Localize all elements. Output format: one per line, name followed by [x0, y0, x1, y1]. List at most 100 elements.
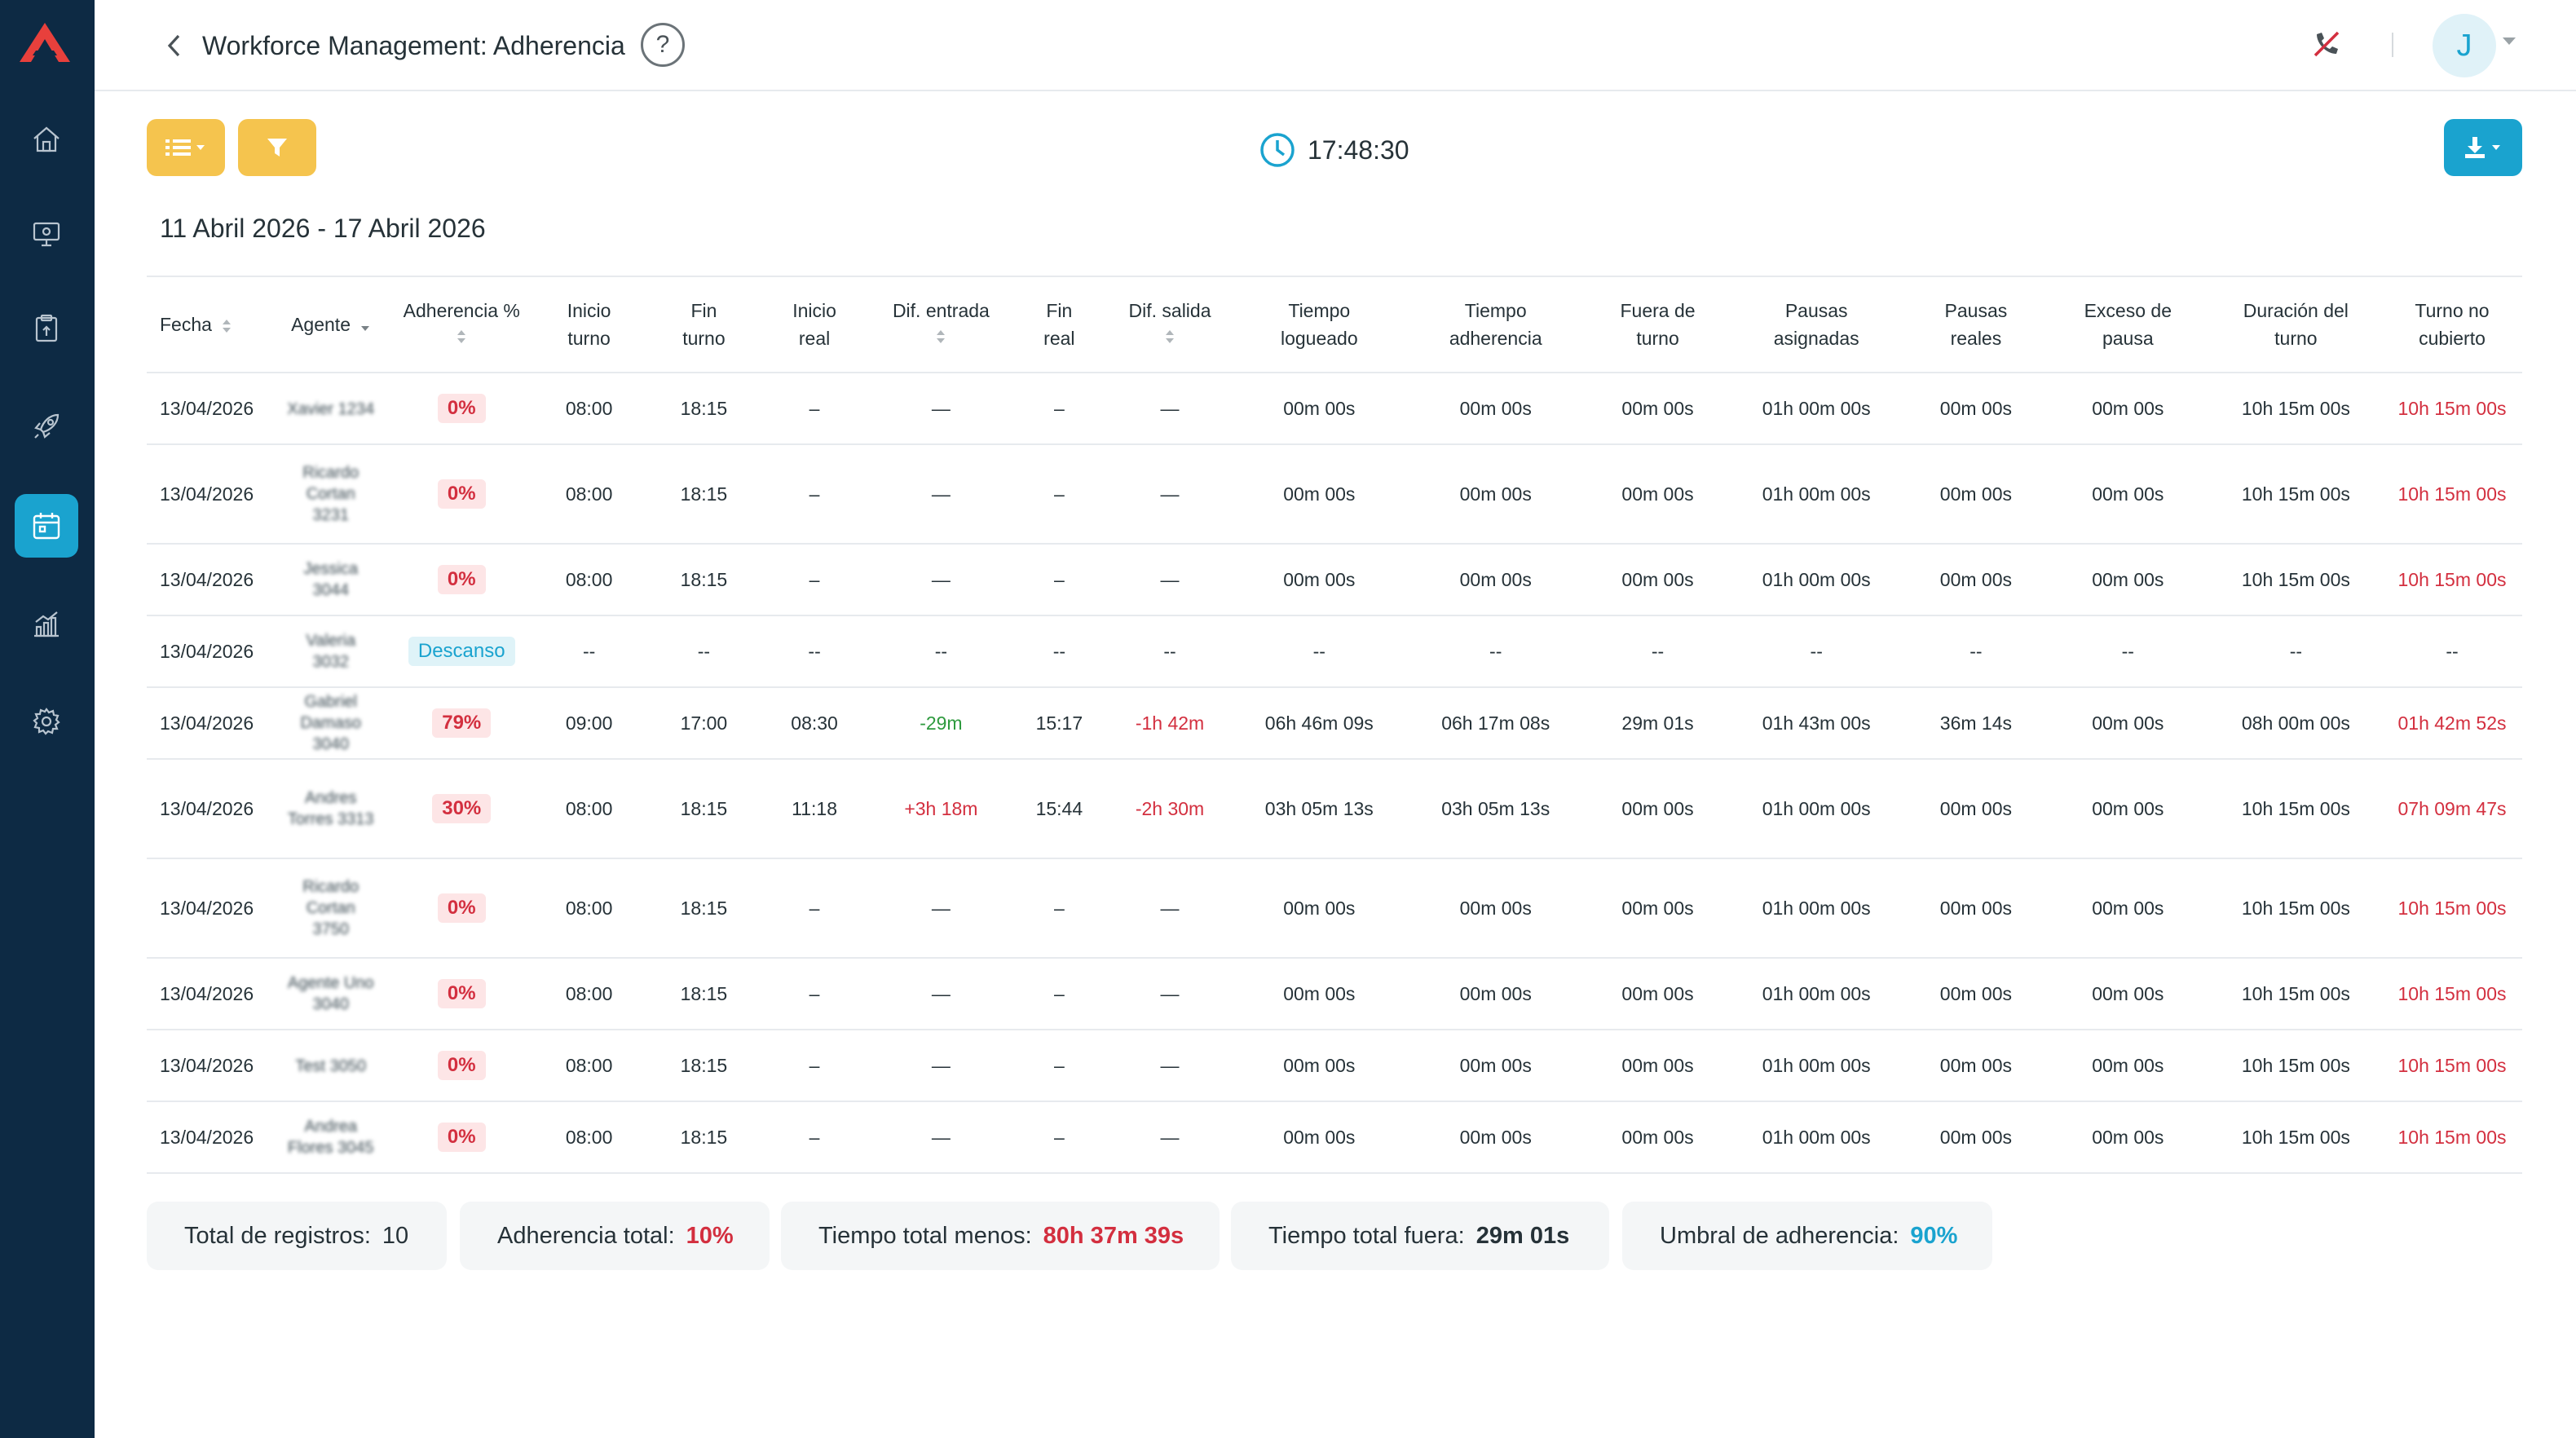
date-range: 11 Abril 2026 - 17 Abril 2026 [160, 214, 486, 243]
cell-dif-entrada: — [867, 1030, 1015, 1102]
cell-fin-turno: 18:15 [646, 1030, 761, 1102]
col-dif-salida[interactable]: Dif. salida [1104, 276, 1236, 373]
cell-tiempo-logueado: 03h 05m 13s [1235, 759, 1403, 859]
cell-dif-entrada: — [867, 373, 1015, 445]
help-button[interactable]: ? [641, 23, 685, 67]
back-button[interactable] [157, 28, 192, 64]
status-badge: 79% [432, 708, 492, 738]
monitor-icon [33, 222, 60, 247]
cell-fecha: 13/04/2026 [147, 958, 271, 1030]
agent-name: Jessica 3044 [303, 560, 359, 599]
cell-pausas-asignadas: 01h 00m 00s [1727, 759, 1906, 859]
cell-fin-real: – [1014, 373, 1105, 445]
cell-fin-turno: 18:15 [646, 444, 761, 545]
col-agente[interactable]: Agente [270, 276, 391, 373]
cell-dif-salida: -- [1104, 615, 1236, 688]
nav-home[interactable] [15, 108, 78, 171]
cell-pausas-reales: 00m 00s [1905, 858, 2046, 959]
col-fuera-turno: Fuera de turno [1620, 300, 1696, 349]
cell-dif-salida: — [1104, 1101, 1236, 1174]
cell-pausas-reales: 00m 00s [1905, 1101, 2046, 1174]
cell-tiempo-adherencia: 00m 00s [1402, 1030, 1589, 1102]
cell-inicio-real: – [761, 444, 868, 545]
chart-icon [34, 611, 59, 637]
app-logo[interactable] [16, 20, 73, 65]
cell-fin-turno: -- [646, 615, 761, 688]
cell-fuera-turno: 00m 00s [1588, 544, 1727, 616]
cell-pausas-asignadas: 01h 00m 00s [1727, 373, 1906, 445]
cell-pausas-asignadas: 01h 00m 00s [1727, 1101, 1906, 1174]
cell-pausas-reales: 00m 00s [1905, 958, 2046, 1030]
table-row[interactable]: 13/04/2026 Andrea Flores 3045 0% 08:00 18:15… [147, 1101, 2522, 1174]
filter-button[interactable] [238, 119, 316, 176]
nav-settings[interactable] [15, 690, 78, 753]
table-row[interactable]: 13/04/2026 Test 3050 0% 08:00 18:15– — – —00m 0… [147, 1030, 2522, 1102]
cell-pausas-asignadas: -- [1727, 615, 1906, 688]
summary-umbral: Umbral de adherencia: 90% [1622, 1202, 1992, 1270]
table-row[interactable]: 13/04/2026 Valeria 3032 Descanso -- -- -- -- --… [147, 615, 2522, 688]
table-row[interactable]: 13/04/2026 Jessica 3044 0% 08:00 18:15– — – —00… [147, 544, 2522, 616]
col-duracion-turno: Duración del turno [2243, 300, 2349, 349]
cell-fuera-turno: 00m 00s [1588, 958, 1727, 1030]
sort-icon [1166, 330, 1175, 343]
cell-fecha: 13/04/2026 [147, 858, 271, 959]
col-pausas-asignadas: Pausas asignadas [1773, 300, 1859, 349]
chevron-down-icon[interactable] [2503, 37, 2516, 45]
table-row[interactable]: 13/04/2026 Gabriel Damaso 3040 79% 09:00 17:… [147, 687, 2522, 760]
cell-exceso-pausa: 00m 00s [2045, 444, 2210, 545]
adherence-table: Fecha Agente Adherencia % Inicio turno F… [147, 276, 2522, 1174]
cell-tiempo-logueado: 00m 00s [1235, 958, 1403, 1030]
cell-pausas-asignadas: 01h 00m 00s [1727, 858, 1906, 959]
nav-monitor[interactable] [15, 202, 78, 266]
cell-pausas-asignadas: 01h 00m 00s [1727, 958, 1906, 1030]
table-row[interactable]: 13/04/2026 Xavier 1234 0% 08:00 18:15– — – —00m… [147, 373, 2522, 445]
status-badge: 0% [437, 979, 486, 1008]
cell-exceso-pausa: 00m 00s [2045, 373, 2210, 445]
cell-pausas-reales: 00m 00s [1905, 444, 2046, 545]
avatar-initial: J [2456, 28, 2472, 63]
cell-pausas-reales: 36m 14s [1905, 687, 2046, 760]
list-icon [165, 139, 205, 156]
cell-tiempo-logueado: 00m 00s [1235, 373, 1403, 445]
cell-tiempo-adherencia: -- [1402, 615, 1589, 688]
cell-pausas-reales: -- [1905, 615, 2046, 688]
nav-analytics[interactable] [15, 592, 78, 655]
nav-workforce[interactable] [15, 494, 78, 558]
cell-fecha: 13/04/2026 [147, 544, 271, 616]
status-badge: 0% [437, 893, 486, 923]
col-fecha[interactable]: Fecha [147, 276, 270, 373]
sort-desc-icon [361, 325, 370, 331]
cell-fecha: 13/04/2026 [147, 1101, 271, 1174]
col-adherencia[interactable]: Adherencia % [391, 276, 532, 373]
cell-adherencia: 0% [391, 544, 532, 616]
nav-reports[interactable] [15, 297, 78, 360]
nav-campaigns[interactable] [15, 395, 78, 458]
cell-dif-entrada: — [867, 858, 1015, 959]
cell-inicio-turno: 08:00 [532, 544, 647, 616]
cell-tiempo-adherencia: 00m 00s [1402, 373, 1589, 445]
view-options-button[interactable] [147, 119, 225, 176]
col-dif-entrada[interactable]: Dif. entrada [867, 276, 1014, 373]
cell-turno-no-cubierto: 10h 15m 00s [2381, 373, 2522, 445]
table-row[interactable]: 13/04/2026 Ricardo Cortan 3750 0% 08:00 18:1… [147, 858, 2522, 959]
calendar-icon [33, 513, 60, 540]
sort-icon [457, 330, 466, 343]
cell-fuera-turno: -- [1588, 615, 1727, 688]
col-fin-real: Fin real [1043, 300, 1075, 349]
cell-fin-real: – [1014, 958, 1105, 1030]
cell-fecha: 13/04/2026 [147, 759, 271, 859]
cell-duracion-turno: 08h 00m 00s [2209, 687, 2382, 760]
avatar[interactable]: J [2433, 14, 2496, 77]
table-row[interactable]: 13/04/2026 Agente Uno 3040 0% 08:00 18:15– — –… [147, 958, 2522, 1030]
cell-tiempo-adherencia: 00m 00s [1402, 444, 1589, 545]
cell-tiempo-adherencia: 03h 05m 13s [1402, 759, 1589, 859]
table-row[interactable]: 13/04/2026 Ricardo Cortan 3231 0% 08:00 18:1… [147, 444, 2522, 545]
agent-name: Ricardo Cortan 3231 [302, 464, 359, 524]
cell-agente: Test 3050 [270, 1030, 392, 1102]
download-button[interactable] [2444, 119, 2522, 176]
cell-inicio-turno: 08:00 [532, 858, 647, 959]
cell-duracion-turno: 10h 15m 00s [2209, 544, 2382, 616]
cell-dif-salida: — [1104, 958, 1236, 1030]
mic-off-icon[interactable] [2309, 26, 2344, 62]
table-row[interactable]: 13/04/2026 Andres Torres 3313 30% 08:00 18:1… [147, 759, 2522, 859]
